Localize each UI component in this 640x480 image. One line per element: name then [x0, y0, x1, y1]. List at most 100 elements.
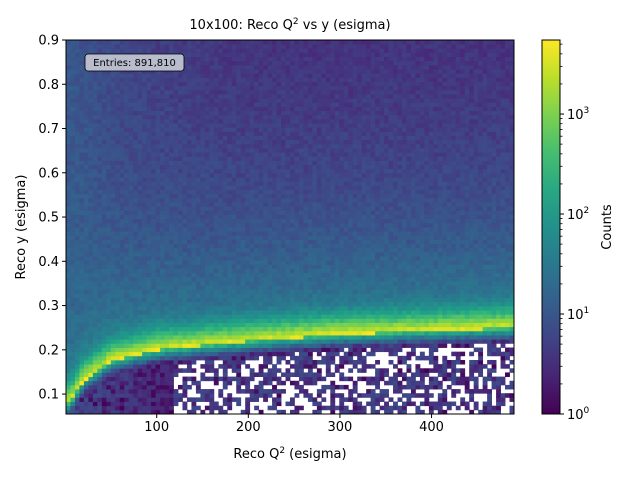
heatmap-bin: [146, 44, 152, 49]
heatmap-bin: [316, 206, 322, 211]
heatmap-bin: [195, 64, 201, 70]
heatmap-bin: [119, 305, 125, 311]
heatmap-bin: [281, 197, 286, 203]
heatmap-bin: [97, 339, 103, 344]
heatmap-bin: [298, 343, 304, 348]
heatmap-bin: [200, 160, 206, 166]
heatmap-bin: [182, 210, 188, 215]
heatmap-bin: [142, 389, 148, 394]
heatmap-bin: [276, 123, 282, 128]
heatmap-bin: [146, 393, 152, 398]
heatmap-bin: [191, 355, 197, 361]
heatmap-bin: [267, 193, 273, 199]
heatmap-bin: [66, 401, 71, 407]
heatmap-bin: [191, 239, 197, 245]
heatmap-bin: [267, 293, 273, 299]
heatmap-bin: [97, 335, 103, 340]
heatmap-bin: [263, 160, 268, 166]
heatmap-bin: [272, 160, 277, 166]
heatmap-bin: [263, 285, 268, 290]
heatmap-bin: [110, 110, 116, 116]
heatmap-bin: [276, 73, 282, 78]
heatmap-bin: [307, 89, 313, 95]
heatmap-bin: [290, 268, 295, 274]
heatmap-bin: [92, 305, 98, 311]
heatmap-bin: [263, 89, 268, 95]
heatmap-bin: [213, 301, 219, 307]
heatmap-bin: [245, 305, 251, 311]
heatmap-bin: [146, 289, 152, 294]
heatmap-bin: [182, 98, 188, 103]
heatmap-bin: [173, 135, 179, 141]
heatmap-bin: [178, 214, 183, 220]
heatmap-bin: [146, 210, 152, 215]
heatmap-bin: [160, 48, 165, 53]
heatmap-bin: [110, 297, 116, 303]
heatmap-bin: [70, 293, 76, 299]
heatmap-bin: [173, 102, 179, 107]
heatmap-bin: [298, 102, 304, 107]
heatmap-bin: [97, 393, 103, 398]
heatmap-bin: [231, 310, 237, 315]
heatmap-bin: [137, 339, 143, 344]
heatmap-bin: [151, 293, 156, 299]
heatmap-bin: [298, 297, 304, 303]
heatmap-bin: [133, 247, 139, 253]
heatmap-bin: [298, 214, 304, 220]
heatmap-bin: [173, 305, 179, 311]
heatmap-bin: [316, 268, 322, 274]
heatmap-bin: [128, 185, 134, 190]
heatmap-bin: [137, 293, 143, 299]
heatmap-bin: [254, 397, 260, 402]
heatmap-bin: [218, 172, 224, 178]
heatmap-bin: [209, 256, 215, 261]
heatmap-bin: [222, 380, 228, 386]
heatmap-bin: [321, 222, 327, 228]
heatmap-bin: [155, 305, 161, 311]
heatmap-bin: [164, 351, 170, 357]
heatmap-bin: [316, 409, 322, 415]
heatmap-bin: [267, 110, 273, 116]
heatmap-bin: [66, 44, 71, 49]
heatmap-bin: [222, 347, 228, 353]
heatmap-bin: [128, 177, 134, 182]
heatmap-bin: [182, 235, 188, 240]
heatmap-bin: [97, 210, 103, 215]
heatmap-bin: [191, 359, 197, 365]
heatmap-bin: [236, 139, 242, 145]
heatmap-bin: [209, 376, 215, 382]
heatmap-bin: [290, 339, 295, 344]
heatmap-bin: [137, 123, 143, 128]
heatmap-bin: [298, 185, 304, 190]
heatmap-bin: [106, 256, 112, 261]
heatmap-bin: [137, 297, 143, 303]
heatmap-bin: [276, 281, 282, 286]
heatmap-bin: [249, 123, 255, 128]
heatmap-bin: [312, 189, 318, 195]
heatmap-bin: [285, 218, 291, 224]
heatmap-bin: [133, 164, 139, 170]
heatmap-bin: [133, 231, 139, 236]
heatmap-bin: [66, 289, 71, 294]
heatmap-bin: [124, 131, 130, 136]
heatmap-bin: [92, 389, 98, 394]
heatmap-bin: [267, 247, 273, 253]
heatmap-bin: [222, 114, 228, 120]
heatmap-bin: [263, 139, 268, 145]
heatmap-bin: [119, 272, 125, 278]
heatmap-bin: [110, 305, 116, 311]
heatmap-bin: [204, 376, 210, 382]
heatmap-bin: [263, 276, 268, 282]
heatmap-bin: [276, 197, 282, 203]
heatmap-bin: [70, 335, 76, 340]
heatmap-bin: [66, 172, 71, 178]
heatmap-bin: [307, 326, 313, 332]
heatmap-bin: [200, 310, 206, 315]
heatmap-bin: [83, 118, 89, 124]
heatmap-bin: [258, 197, 264, 203]
heatmap-bin: [160, 131, 165, 136]
heatmap-bin: [272, 40, 277, 45]
heatmap-bin: [115, 314, 121, 319]
heatmap-bin: [151, 251, 156, 257]
heatmap-bin: [281, 214, 286, 220]
